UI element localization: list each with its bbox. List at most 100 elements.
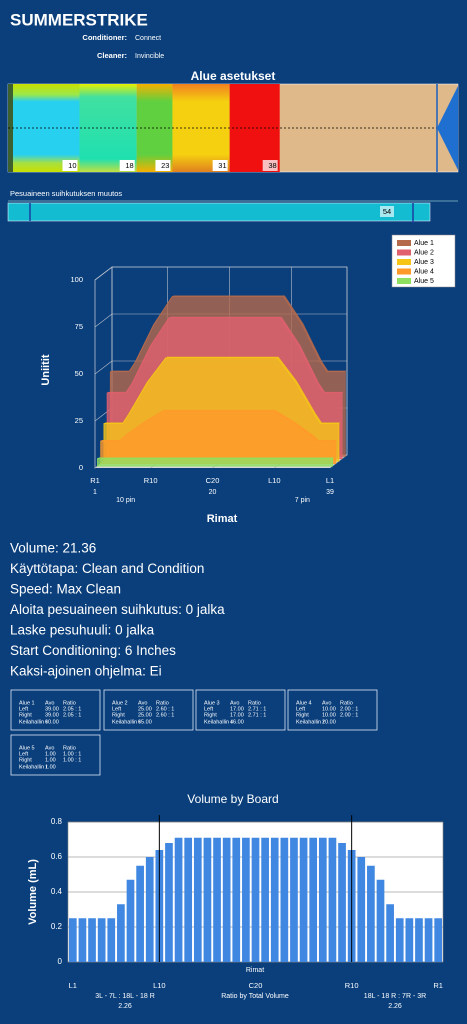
bar: [386, 904, 394, 962]
y-tick-label: 0.4: [51, 887, 63, 896]
chart-title: Volume by Board: [187, 792, 278, 806]
box-name: Alue 1: [19, 700, 35, 706]
box-head: Avo: [322, 700, 331, 706]
legend-swatch: [397, 240, 411, 246]
setting-label: Conditioner:: [82, 33, 127, 42]
y-axis-title: Volume (mL): [27, 859, 39, 925]
legend-label: Alue 2: [414, 249, 434, 256]
box-row-label: Left: [19, 751, 29, 757]
box-head: Ratio: [248, 700, 261, 706]
zone-label-box: [62, 160, 78, 171]
ratio-range: 18L - 18 R : 7R - 3R: [364, 993, 426, 1000]
slider-label: Pesuaineen suihkutuksen muutos: [10, 189, 122, 198]
box-row-value: 10.00: [322, 712, 336, 718]
legend-label: Alue 4: [414, 268, 434, 275]
bar: [222, 837, 231, 962]
legend-swatch: [397, 249, 411, 256]
zone-label-box: [262, 160, 278, 171]
y-tick-label: 0: [58, 957, 63, 966]
area: [97, 458, 333, 467]
box-footer-label: Keilahallin r: [296, 719, 325, 725]
x-tick-label: C20: [249, 981, 263, 990]
y-tick-label: 50: [75, 369, 83, 378]
bar: [270, 837, 279, 962]
zone-box: [10, 734, 101, 776]
box-row-ratio: 2.00 : 1: [340, 706, 358, 712]
box-footer-label: Keilahallin r: [19, 719, 48, 725]
zone-label-box: [119, 160, 135, 171]
bar: [145, 857, 154, 962]
zone: [8, 84, 80, 172]
setting-value: Connect: [135, 35, 161, 42]
zone-box: [10, 689, 101, 731]
y-axis-title: Uniitit: [40, 354, 52, 385]
box-row-value: 25.00: [138, 706, 152, 712]
box-row-label: Right: [19, 712, 32, 718]
x-tick-label: L10: [153, 981, 166, 990]
box-footer-value: 65.00: [138, 719, 152, 725]
info-line: Speed: Max Clean: [10, 582, 121, 597]
box-row-ratio: 2.60 : 1: [156, 712, 174, 718]
ratio-range: 3L - 7L : 18L - 18 R: [95, 993, 155, 1000]
box-row-value: 17.00: [230, 706, 244, 712]
info-line: Start Conditioning: 6 Inches: [10, 643, 176, 658]
box-row-value: 39.00: [45, 706, 59, 712]
bar: [117, 904, 125, 962]
box-row-label: Left: [112, 706, 122, 712]
bar: [242, 837, 250, 962]
box-name: Alue 5: [19, 745, 35, 751]
zone-box: [103, 689, 194, 731]
y-tick-label: 0.2: [51, 922, 63, 931]
bar: [357, 857, 366, 962]
box-row-label: Right: [19, 757, 32, 763]
bar: [299, 837, 308, 962]
box-row-ratio: 2.00 : 1: [340, 712, 358, 718]
bar: [232, 837, 241, 962]
y-tick-label: 75: [75, 322, 83, 331]
info-line: Aloita pesuaineen suihkutus: 0 jalka: [10, 602, 225, 617]
box-head: Ratio: [63, 700, 76, 706]
box-row-ratio: 2.71 : 1: [248, 706, 266, 712]
box-head: Avo: [230, 700, 239, 706]
grid-line: [94, 266, 113, 281]
info-line: Volume: 21.36: [10, 541, 96, 556]
y-tick-label: 100: [70, 275, 83, 284]
bar: [395, 918, 404, 962]
pin-deck: [437, 86, 458, 170]
bar: [174, 837, 183, 962]
x-axis-title: Rimat: [246, 967, 264, 974]
zone: [136, 84, 173, 172]
setting-value: Invincible: [135, 53, 164, 60]
box-row-ratio: 2.05 : 1: [63, 712, 81, 718]
setting-label: Cleaner:: [97, 51, 127, 60]
x-tick-label: L1: [326, 476, 334, 485]
box-row-ratio: 2.05 : 1: [63, 706, 81, 712]
x-tick-label: R1: [90, 476, 100, 485]
y-tick-label: 0: [79, 463, 83, 472]
bar: [280, 837, 289, 962]
app-title: SUMMERSTRIKE: [10, 10, 148, 29]
x-tick-label: L1: [69, 981, 77, 990]
x-sublabel: 20: [209, 489, 217, 496]
zone-box: [195, 689, 286, 731]
box-row-value: 10.00: [322, 706, 336, 712]
box-footer-label: Keilahallin r: [112, 719, 141, 725]
box-row-label: Right: [296, 712, 309, 718]
zone-label: 18: [125, 161, 133, 170]
bar: [376, 879, 385, 962]
area-top: [103, 356, 341, 424]
zone-box: [287, 689, 378, 731]
slider-value: 54: [383, 207, 391, 216]
area: [100, 410, 337, 465]
ratio-value: 2.26: [388, 1003, 402, 1010]
bar: [424, 918, 433, 962]
box-head: Avo: [45, 745, 54, 751]
bar: [203, 837, 212, 962]
bar: [318, 837, 327, 962]
box-row-label: Left: [296, 706, 306, 712]
y-tick-label: 0.6: [51, 852, 63, 861]
x-tick-label: R10: [345, 981, 359, 990]
zone-label: 31: [218, 161, 226, 170]
zone-label-box: [155, 160, 171, 171]
